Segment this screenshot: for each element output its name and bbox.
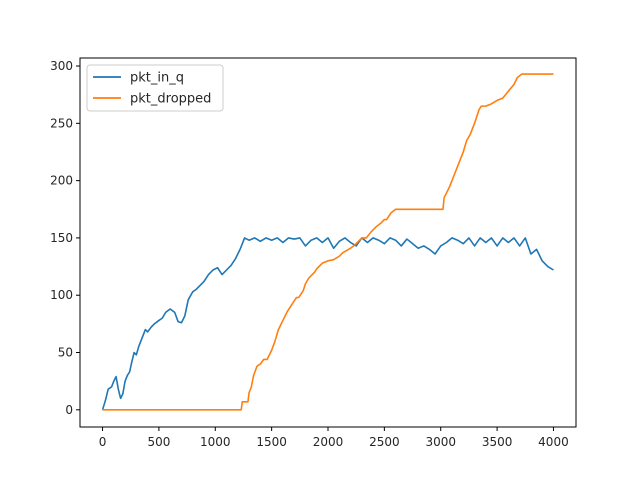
x-tick-label: 500 <box>147 435 170 449</box>
x-tick-label: 0 <box>99 435 107 449</box>
x-tick-label: 4000 <box>538 435 569 449</box>
y-tick-label: 200 <box>50 174 73 188</box>
y-axis-ticks: 0 50 100 150 200 250 300 <box>50 59 80 417</box>
series-lines <box>101 73 554 411</box>
x-axis-ticks: 0 500 1000 1500 2000 2500 3000 3500 4000 <box>99 427 569 449</box>
y-tick-label: 50 <box>58 346 73 360</box>
series-line-pkt-dropped <box>102 73 554 411</box>
y-tick-label: 250 <box>50 116 73 130</box>
y-tick-label: 150 <box>50 231 73 245</box>
x-tick-label: 1500 <box>256 435 287 449</box>
y-tick-label: 300 <box>50 59 73 73</box>
series-line-pkt-in-q <box>101 237 554 411</box>
y-tick-label: 100 <box>50 288 73 302</box>
y-tick-label: 0 <box>65 403 73 417</box>
x-tick-label: 3000 <box>425 435 456 449</box>
x-tick-label: 2500 <box>369 435 400 449</box>
x-tick-label: 3500 <box>482 435 513 449</box>
x-tick-label: 2000 <box>313 435 344 449</box>
legend-label-pkt-in-q: pkt_in_q <box>130 71 184 86</box>
legend: pkt_in_q pkt_dropped <box>86 64 224 112</box>
legend-label-pkt-dropped: pkt_dropped <box>130 92 211 107</box>
x-tick-label: 1000 <box>200 435 231 449</box>
